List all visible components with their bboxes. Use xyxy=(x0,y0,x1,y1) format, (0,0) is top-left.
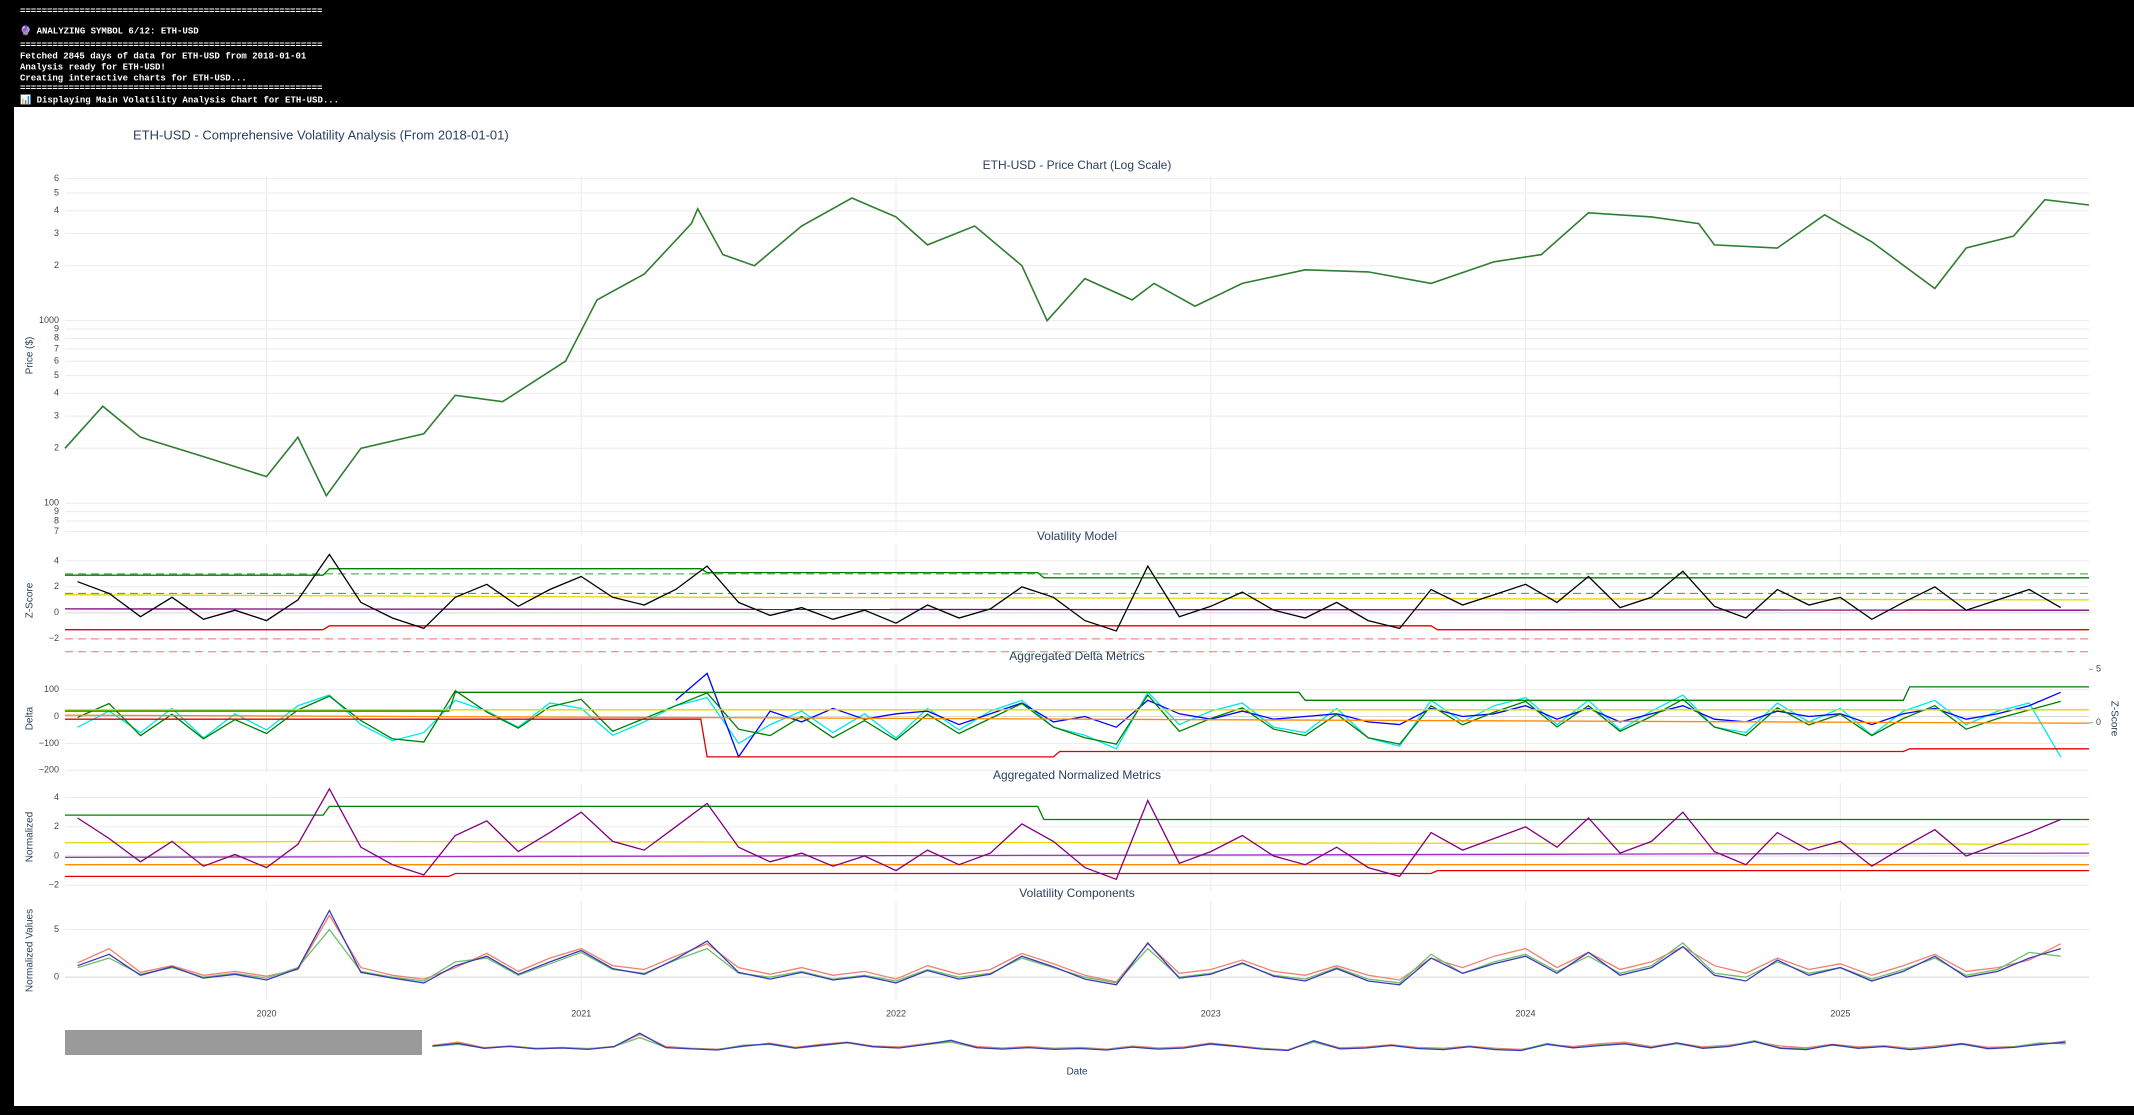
y-tick-label: 0 xyxy=(54,711,59,721)
y-tick-label: 100 xyxy=(44,498,59,508)
y-tick-label: 4 xyxy=(54,792,59,802)
series-line xyxy=(65,718,2089,758)
series-line xyxy=(77,909,2061,986)
y-tick-label: 9 xyxy=(54,323,59,333)
series-line xyxy=(65,686,2089,712)
subplot-title: Aggregated Normalized Metrics xyxy=(993,768,1161,782)
x-axis-label: Date xyxy=(1066,1067,1088,1078)
series-line xyxy=(77,914,2061,983)
series-line xyxy=(675,672,2061,759)
x-tick-label: 2025 xyxy=(1830,1008,1850,1018)
series-line xyxy=(65,805,2089,821)
y2-tick-label: 5 xyxy=(2096,664,2101,674)
y-tick-label: 4 xyxy=(54,388,59,398)
y-tick-label: 7 xyxy=(54,526,59,536)
subplot-title: Aggregated Delta Metrics xyxy=(1009,649,1144,663)
series-line xyxy=(64,852,2090,859)
figure-title: ETH-USD - Comprehensive Volatility Analy… xyxy=(133,127,509,142)
y-tick-label: 2 xyxy=(54,821,59,831)
x-tick-label: 2024 xyxy=(1516,1008,1536,1018)
x-tick-label: 2020 xyxy=(256,1008,276,1018)
figure-background xyxy=(14,107,2134,1106)
subplot-title: Volatility Components xyxy=(1019,886,1134,900)
terminal-line: ========================================… xyxy=(20,83,322,93)
y-tick-label: 3 xyxy=(54,228,59,238)
subplot-title: Volatility Model xyxy=(1037,529,1117,543)
x-tick-label: 2023 xyxy=(1201,1008,1221,1018)
rangeslider-mask xyxy=(65,1030,422,1055)
series-line xyxy=(64,594,2090,601)
y-tick-label: 4 xyxy=(54,555,59,565)
y-tick-label: −100 xyxy=(39,738,59,748)
terminal-line: Analysis ready for ETH-USD! xyxy=(20,62,166,72)
y-tick-label: 5 xyxy=(54,924,59,934)
y-tick-label: 3 xyxy=(54,411,59,421)
terminal-line: 📊 Displaying Main Volatility Analysis Ch… xyxy=(20,93,339,105)
y-axis-label: Z-Score xyxy=(25,582,36,618)
series-line xyxy=(65,869,2089,878)
y-axis-label: Normalized Values xyxy=(25,909,36,992)
y-tick-label: 100 xyxy=(44,684,59,694)
terminal-line: ========================================… xyxy=(20,40,322,50)
series-line xyxy=(65,625,2089,631)
series-line xyxy=(64,714,2090,724)
subplot-title: ETH-USD - Price Chart (Log Scale) xyxy=(983,158,1172,172)
y-tick-label: 5 xyxy=(54,187,59,197)
terminal-line: 🔮 ANALYZING SYMBOL 6/12: ETH-USD xyxy=(20,24,199,36)
y-tick-label: 0 xyxy=(54,607,59,617)
x-tick-label: 2022 xyxy=(886,1008,906,1018)
series-line xyxy=(77,553,2062,632)
series-line xyxy=(77,787,2061,881)
series-line xyxy=(64,840,2090,845)
y-axis-label: Delta xyxy=(25,706,36,730)
y-tick-label: 0 xyxy=(54,850,59,860)
series-line xyxy=(77,689,2061,745)
y-axis-label: Normalized xyxy=(25,812,36,863)
y-tick-label: −2 xyxy=(49,633,59,643)
y-tick-label: 0 xyxy=(54,972,59,982)
series-line xyxy=(77,691,2062,758)
y-tick-label: −2 xyxy=(49,880,59,890)
y2-tick-label: 0 xyxy=(2096,717,2101,727)
series-line xyxy=(64,197,2090,498)
y-tick-label: −200 xyxy=(39,765,59,775)
y-tick-label: 4 xyxy=(54,205,59,215)
terminal-line: Fetched 2845 days of data for ETH-USD fr… xyxy=(20,51,307,61)
y-tick-label: 6 xyxy=(54,356,59,366)
y-tick-label: 1000 xyxy=(39,315,59,325)
y-tick-label: 8 xyxy=(54,515,59,525)
y-tick-label: 6 xyxy=(54,173,59,183)
series-line xyxy=(65,568,2089,579)
y-axis-label: Price ($) xyxy=(25,337,36,375)
y-tick-label: 9 xyxy=(54,506,59,516)
y-tick-label: 2 xyxy=(54,443,59,453)
terminal-line: ========================================… xyxy=(20,6,322,16)
y-tick-label: 7 xyxy=(54,343,59,353)
y-tick-label: 8 xyxy=(54,333,59,343)
y-tick-label: 5 xyxy=(54,370,59,380)
series-line xyxy=(64,608,2090,611)
y-tick-label: 2 xyxy=(54,260,59,270)
x-tick-label: 2021 xyxy=(571,1008,591,1018)
series-line xyxy=(432,1032,2066,1052)
y2-axis-label: Z-Score xyxy=(2108,701,2119,737)
y-tick-label: 2 xyxy=(54,581,59,591)
terminal-line: Creating interactive charts for ETH-USD.… xyxy=(20,73,247,83)
